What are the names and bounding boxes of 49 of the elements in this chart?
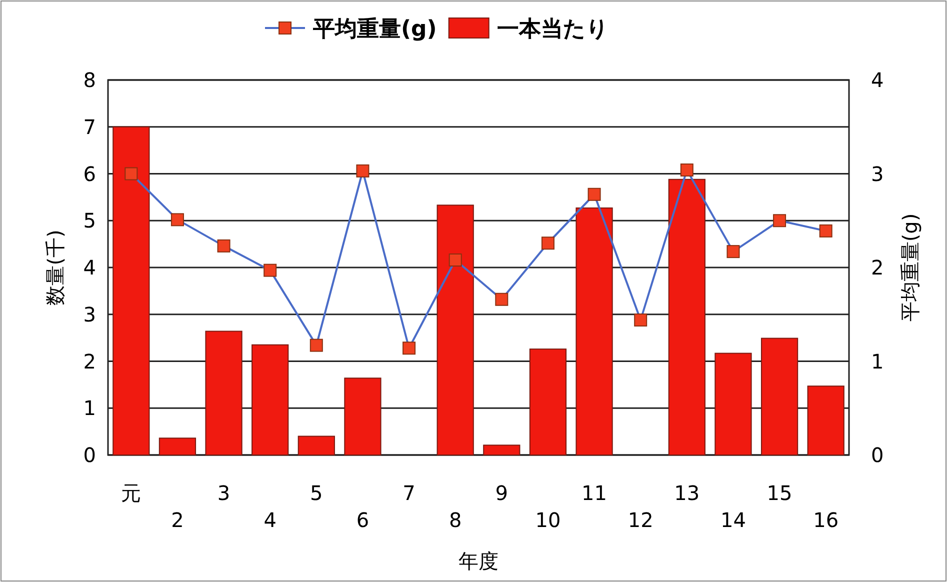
x-tick-label: 5 <box>310 481 323 505</box>
bar <box>158 438 196 456</box>
y-tick-label: 0 <box>83 443 96 467</box>
x-tick-label: 11 <box>582 481 608 505</box>
y-tick-label: 8 <box>83 68 96 92</box>
y-tick-label: 3 <box>83 302 96 326</box>
x-tick-label: 10 <box>535 508 561 532</box>
x-tick-label: 4 <box>264 508 276 532</box>
x-tick-label: 13 <box>674 481 700 505</box>
y-tick-label: 7 <box>83 114 96 139</box>
bar <box>668 178 706 456</box>
y-tick-label: 5 <box>83 208 96 233</box>
x-tick-label: 9 <box>495 481 508 505</box>
bar <box>714 352 752 456</box>
bar <box>807 386 844 456</box>
x-tick-label: 6 <box>356 508 370 532</box>
x-tick-label: 15 <box>766 481 792 505</box>
legend-label: 一本当たり <box>496 17 609 42</box>
bar <box>112 126 150 456</box>
x-axis-title: 年度 <box>458 549 498 573</box>
y2-tick-label: 3 <box>871 162 884 186</box>
x-tick-label: 16 <box>813 508 839 532</box>
bar <box>252 344 289 456</box>
y-tick-label: 6 <box>83 162 96 186</box>
y-axis-title: 数量(千) <box>43 230 67 306</box>
y2-tick-label: 0 <box>871 443 884 467</box>
bar <box>344 378 382 456</box>
bar <box>483 444 520 456</box>
y-tick-label: 2 <box>83 349 96 374</box>
x-tick-label: 2 <box>171 508 184 532</box>
x-tick-label: 8 <box>448 508 462 532</box>
x-tick-label: 7 <box>402 481 416 505</box>
x-tick-label: 12 <box>628 508 654 532</box>
legend-label: 平均重量(g) <box>312 17 437 42</box>
bar <box>529 348 567 456</box>
bar <box>576 207 613 456</box>
y-tick-label: 4 <box>83 256 96 280</box>
bar <box>298 436 335 456</box>
bar <box>436 204 474 456</box>
y2-axis-title: 平均重量(g) <box>898 213 922 322</box>
x-tick-label: 3 <box>217 481 230 505</box>
x-tick-label: 元 <box>121 481 142 505</box>
y2-tick-label: 4 <box>871 68 884 92</box>
y-tick-label: 1 <box>83 396 96 420</box>
bar <box>205 330 242 456</box>
y2-tick-label: 1 <box>871 349 884 374</box>
x-tick-label: 14 <box>720 508 746 532</box>
bar <box>760 338 798 456</box>
y2-tick-label: 2 <box>871 256 884 280</box>
